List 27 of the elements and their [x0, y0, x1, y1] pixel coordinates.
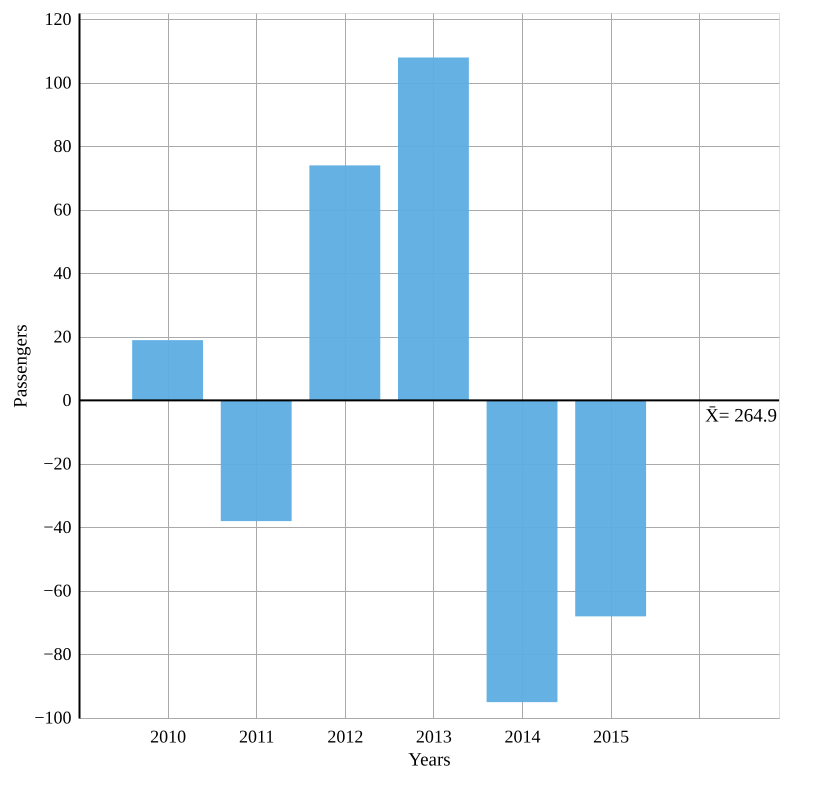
y-axis-title: Passengers: [10, 324, 32, 408]
y-tick-label: −80: [43, 644, 72, 664]
bar: [486, 400, 558, 702]
bar: [220, 400, 292, 522]
annotation: X̄= 264.9: [705, 405, 777, 426]
x-tick-label: 2010: [150, 726, 186, 746]
y-tick-label: 60: [54, 199, 72, 220]
y-tick-label: 100: [44, 72, 72, 92]
y-tick-label: 120: [44, 8, 72, 29]
y-tick-label: 0: [62, 390, 72, 410]
y-tick-label: 20: [54, 326, 72, 346]
x-tick-label: 2013: [416, 726, 452, 746]
y-tick-label: 40: [54, 262, 72, 283]
y-tick-label: −20: [43, 453, 72, 474]
y-tick-label: 80: [54, 136, 72, 156]
x-tick-label: 2015: [593, 726, 630, 746]
bar: [309, 165, 380, 400]
y-tick-label: −100: [34, 708, 72, 728]
bar: [132, 340, 204, 400]
x-tick-label: 2012: [327, 726, 364, 746]
bar: [575, 400, 646, 616]
y-tick-label: −40: [43, 516, 72, 537]
x-axis-title: Years: [408, 750, 451, 770]
bar: [398, 57, 469, 400]
x-tick-label: 2014: [504, 726, 541, 746]
y-tick-label: −60: [43, 580, 72, 600]
x-tick-label: 2011: [239, 726, 274, 746]
